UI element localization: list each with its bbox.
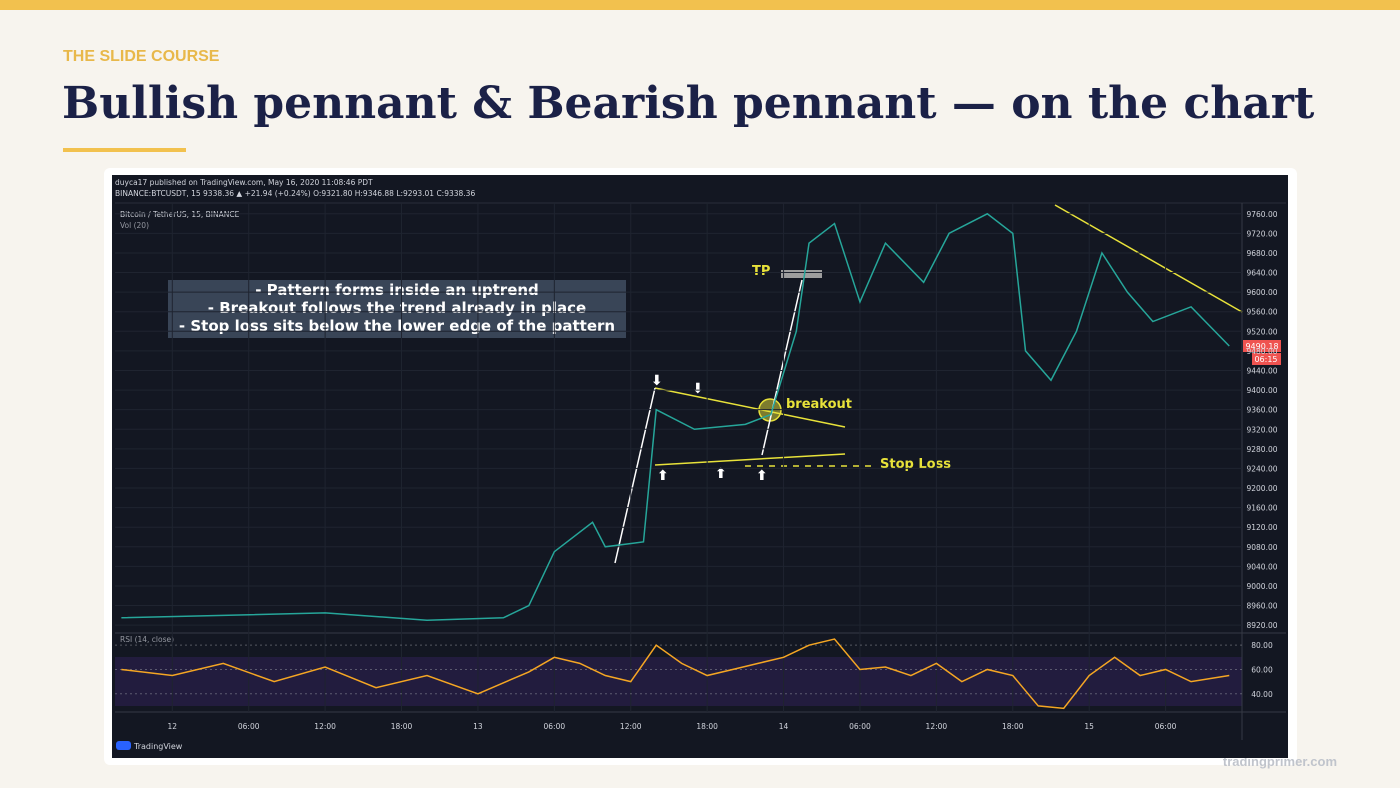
y-tick-label: 9400.00 xyxy=(1246,386,1277,395)
y-tick-label: 9720.00 xyxy=(1246,229,1277,238)
note: - Pattern forms inside an uptrend xyxy=(255,281,539,299)
y-tick-label: 40.00 xyxy=(1251,690,1273,699)
y-tick-label: 9640.00 xyxy=(1246,269,1277,278)
touch-arrows: ⬇ ⬇ ⬆ ⬆ ⬆ xyxy=(651,373,768,484)
chart-screenshot: duyca17 published on TradingView.com, Ma… xyxy=(112,175,1288,758)
tp-label: TP xyxy=(752,264,770,279)
svg-text:⬆: ⬆ xyxy=(657,468,669,484)
y-tick-label: 80.00 xyxy=(1251,641,1273,650)
y-tick-label: 9280.00 xyxy=(1246,445,1277,454)
stop-loss-label: Stop Loss xyxy=(880,457,951,472)
y-tick-label: 9440.00 xyxy=(1246,366,1277,375)
x-tick-label: 18:00 xyxy=(1002,722,1024,731)
y-tick-label: 9120.00 xyxy=(1246,523,1277,532)
x-tick-label: 06:00 xyxy=(1155,722,1177,731)
price-line xyxy=(121,212,1230,621)
symbol: Bitcoin / TetherUS, 15, BINANCE xyxy=(120,210,240,219)
brand: TradingView xyxy=(133,742,183,751)
y-tick-label: 9320.00 xyxy=(1246,425,1277,434)
quote: BINANCE:BTCUSDT, 15 9338.36 ▲ +21.94 (+0… xyxy=(115,189,475,198)
x-tick-label: 14 xyxy=(779,722,789,731)
x-tick-label: 18:00 xyxy=(391,722,413,731)
svg-text:⬆: ⬆ xyxy=(715,466,727,482)
note: - Stop loss sits below the lower edge of… xyxy=(179,317,615,335)
y-tick-label: 9520.00 xyxy=(1246,327,1277,336)
x-tick-label: 12:00 xyxy=(314,722,336,731)
price-tag xyxy=(1243,340,1281,352)
brand-logo xyxy=(116,741,131,750)
x-tick-label: 18:00 xyxy=(696,722,718,731)
title: Bullish pennant & Bearish pennant — on t… xyxy=(62,78,1315,129)
y-tick-label: 9240.00 xyxy=(1246,464,1277,473)
y-tick-label: 9480.00 xyxy=(1246,347,1277,356)
y-tick-label: 60.00 xyxy=(1251,665,1273,674)
move-arrows xyxy=(614,279,803,564)
y-tick-label: 9080.00 xyxy=(1246,543,1277,552)
x-tick-label: 06:00 xyxy=(849,722,871,731)
title-underline xyxy=(63,148,186,152)
y-tick-label: 9760.00 xyxy=(1246,210,1277,219)
svg-text:⬆: ⬆ xyxy=(756,468,768,484)
y-tick-label: 9200.00 xyxy=(1246,484,1277,493)
svg-text:⬇: ⬇ xyxy=(651,373,663,389)
price-tag xyxy=(1252,353,1281,365)
y-tick-label: 9360.00 xyxy=(1246,406,1277,415)
y-tick-label: 9680.00 xyxy=(1246,249,1277,258)
breakout-label: breakout xyxy=(786,397,852,412)
countdown: 06:15 xyxy=(1254,355,1277,364)
y-tick-label: 9000.00 xyxy=(1246,582,1277,591)
x-tick-label: 12 xyxy=(168,722,178,731)
x-tick-label: 13 xyxy=(473,722,483,731)
y-tick-label: 9600.00 xyxy=(1246,288,1277,297)
x-tick-label: 12:00 xyxy=(926,722,948,731)
last-price: 9490.18 xyxy=(1245,342,1278,351)
top-bar xyxy=(0,0,1400,10)
x-tick-label: 15 xyxy=(1084,722,1094,731)
y-tick-label: 8920.00 xyxy=(1246,621,1277,630)
rsi-label: RSI (14, close) xyxy=(120,635,174,644)
price-line xyxy=(121,638,1230,710)
x-tick-label: 06:00 xyxy=(238,722,260,731)
rsi-band xyxy=(115,657,1242,706)
kicker: THE SLIDE COURSE xyxy=(63,48,220,65)
svg-text:⬇: ⬇ xyxy=(692,381,704,397)
x-tick-label: 06:00 xyxy=(544,722,566,731)
y-tick-label: 8960.00 xyxy=(1246,602,1277,611)
x-tick-label: 12:00 xyxy=(620,722,642,731)
volume-label: Vol (20) xyxy=(120,221,149,230)
notes-box xyxy=(168,280,626,338)
tp-marker xyxy=(781,270,822,278)
y-tick-label: 9160.00 xyxy=(1246,504,1277,513)
note: - Breakout follows the trend already in … xyxy=(208,299,586,317)
pattern-lines xyxy=(654,204,1243,467)
published: duyca17 published on TradingView.com, Ma… xyxy=(115,178,373,187)
y-tick-label: 9560.00 xyxy=(1246,308,1277,317)
y-tick-label: 9040.00 xyxy=(1246,562,1277,571)
